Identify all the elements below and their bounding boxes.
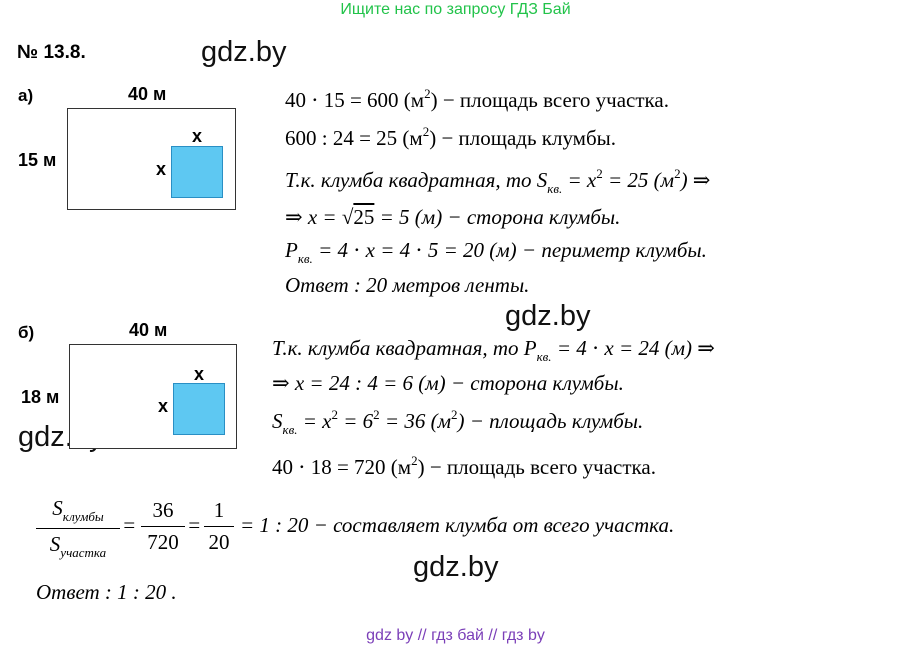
part-b-line-2: ⇒ x = 24 : 4 = 6 (м) − сторона клумбы. [272, 371, 624, 395]
part-b-x-top-label: x [194, 364, 205, 384]
part-a-line-4: ⇒ x = √25 = 5 (м) − сторона клумбы. [285, 205, 621, 229]
part-a-label: а) [18, 86, 34, 105]
part-b-line-4: 40 ⋅ 18 = 720 (м2) − площадь всего участ… [272, 453, 657, 479]
part-b-label: б) [18, 323, 35, 342]
ratio-fraction-3: 1 20 [204, 498, 234, 555]
watermark: gdz.by [413, 551, 499, 583]
part-b-x-side-label: x [158, 396, 169, 416]
part-a-width-label: 40 м [128, 84, 167, 104]
watermark: gdz.by [505, 300, 591, 332]
part-b-answer: Ответ : 1 : 20 . [36, 580, 177, 604]
site-banner: Ищите нас по запросу ГДЗ Бай [340, 1, 571, 18]
ratio-conclusion: = 1 : 20 − составляет клумба от всего уч… [240, 513, 675, 537]
part-a-flowerbed-square [171, 146, 223, 198]
ratio-fraction-1: Sклумбы Sучастка [36, 496, 120, 561]
part-a-answer: Ответ : 20 метров ленты. [285, 273, 530, 297]
part-a-x-side-label: x [156, 159, 167, 179]
part-b-flowerbed-square [173, 383, 225, 435]
part-a-line-5: Pкв. = 4 ⋅ x = 4 ⋅ 5 = 20 (м) − периметр… [285, 238, 707, 266]
part-b-height-label: 18 м [21, 387, 60, 407]
equals-sign: = [122, 513, 137, 537]
ratio-fraction-2: 36 720 [141, 498, 185, 555]
part-a-x-top-label: x [192, 126, 203, 146]
part-a-line-3: Т.к. клумба квадратная, то Sкв. = x2 = 2… [285, 166, 711, 196]
part-a-line-1: 40 ⋅ 15 = 600 (м2) − площадь всего участ… [285, 86, 670, 112]
part-a-line-2: 600 : 24 = 25 (м2) − площадь клумбы. [285, 124, 617, 150]
problem-number: № 13.8. [17, 42, 86, 63]
part-a-height-label: 15 м [18, 150, 57, 170]
watermark: gdz.by [201, 36, 287, 68]
footer-banner: gdz by // гдз бай // гдз by [366, 627, 545, 644]
part-b-width-label: 40 м [129, 320, 168, 340]
part-b-line-3: Sкв. = x2 = 62 = 36 (м2) − площадь клумб… [272, 407, 644, 437]
part-b-line-1: Т.к. клумба квадратная, то Pкв. = 4 ⋅ x … [272, 336, 715, 364]
equals-sign: = [187, 513, 202, 537]
